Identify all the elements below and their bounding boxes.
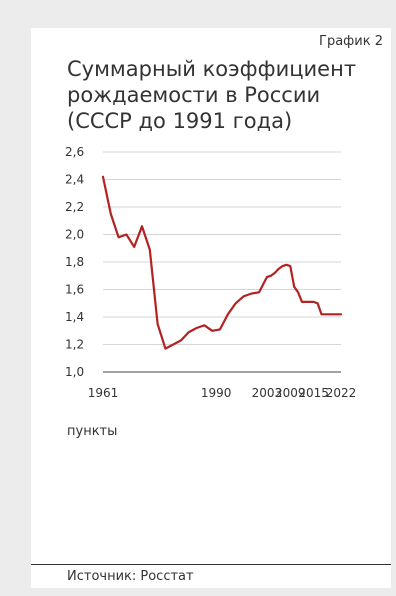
x-tick-label: 1961 — [88, 386, 119, 400]
y-tick-label: 1,4 — [65, 310, 84, 324]
x-tick-label: 1990 — [201, 386, 232, 400]
y-tick-labels: 1,0 1,2 1,4 1,6 1,8 2,0 2,2 2,4 2,6 — [65, 145, 84, 379]
source-divider — [31, 564, 391, 565]
y-tick-label: 2,0 — [65, 228, 84, 242]
y-tick-label: 2,4 — [65, 173, 84, 187]
y-tick-label: 2,2 — [65, 200, 84, 214]
chart-svg: 1,0 1,2 1,4 1,6 1,8 2,0 2,2 2,4 2,6 1961 1990 2003… — [65, 145, 357, 400]
y-tick-label: 1,6 — [65, 283, 84, 297]
y-tick-label: 1,8 — [65, 255, 84, 269]
y-tick-label: 1,0 — [65, 365, 84, 379]
figure-number: График 2 — [319, 34, 383, 49]
chart-card: График 2 Суммарный коэффициент рождаемос… — [31, 28, 391, 588]
x-tick-label: 2015 — [298, 386, 329, 400]
y-tick-label: 2,6 — [65, 145, 84, 159]
series-line — [101, 175, 343, 350]
chart-title: Суммарный коэффициент рождаемости в Росс… — [67, 57, 357, 133]
series-layer — [101, 175, 343, 350]
x-tick-label: 2003 — [252, 386, 283, 400]
x-tick-label: 2022 — [326, 386, 357, 400]
y-axis-units: пункты — [67, 424, 118, 439]
x-tick-label: 2009 — [275, 386, 306, 400]
grid-lines — [103, 151, 341, 373]
source-note: Источник: Росстат — [67, 569, 194, 584]
y-tick-label: 1,2 — [65, 338, 84, 352]
